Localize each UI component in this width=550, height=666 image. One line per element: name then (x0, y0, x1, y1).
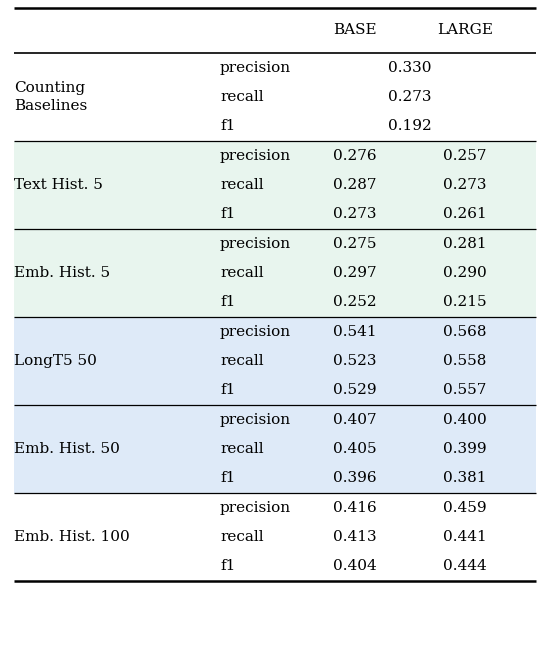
Text: Emb. Hist. 5: Emb. Hist. 5 (14, 266, 110, 280)
Text: 0.273: 0.273 (388, 90, 432, 104)
Bar (14, 229, 536, 317)
Text: 0.557: 0.557 (443, 384, 486, 398)
Text: 0.523: 0.523 (333, 354, 377, 368)
Text: recall: recall (220, 442, 263, 456)
Text: 0.399: 0.399 (443, 442, 487, 456)
Text: 0.257: 0.257 (443, 149, 487, 163)
Text: Emb. Hist. 50: Emb. Hist. 50 (14, 442, 120, 456)
Text: Text Hist. 5: Text Hist. 5 (14, 178, 103, 192)
Text: 0.529: 0.529 (333, 384, 377, 398)
Text: 0.297: 0.297 (333, 266, 377, 280)
Text: 0.405: 0.405 (333, 442, 377, 456)
Text: 0.275: 0.275 (333, 236, 377, 250)
Bar (14, 405, 536, 493)
Text: 0.407: 0.407 (333, 413, 377, 427)
Text: recall: recall (220, 178, 263, 192)
Text: recall: recall (220, 266, 263, 280)
Text: precision: precision (220, 149, 291, 163)
Text: 0.404: 0.404 (333, 559, 377, 573)
Text: 0.192: 0.192 (388, 119, 432, 133)
Text: 0.413: 0.413 (333, 530, 377, 544)
Text: f1: f1 (220, 472, 235, 486)
Text: BASE: BASE (333, 23, 377, 37)
Text: recall: recall (220, 354, 263, 368)
Text: Counting
Baselines: Counting Baselines (14, 81, 87, 113)
Text: 0.281: 0.281 (443, 236, 487, 250)
Text: recall: recall (220, 90, 263, 104)
Text: recall: recall (220, 530, 263, 544)
Text: precision: precision (220, 61, 291, 75)
Text: 0.276: 0.276 (333, 149, 377, 163)
Text: 0.273: 0.273 (333, 207, 377, 221)
Text: f1: f1 (220, 207, 235, 221)
Text: precision: precision (220, 324, 291, 339)
Text: precision: precision (220, 501, 291, 515)
Text: 0.441: 0.441 (443, 530, 487, 544)
Text: precision: precision (220, 413, 291, 427)
Text: Emb. Hist. 100: Emb. Hist. 100 (14, 530, 129, 544)
Bar (14, 317, 536, 405)
Text: f1: f1 (220, 119, 235, 133)
Text: LongT5 50: LongT5 50 (14, 354, 97, 368)
Text: f1: f1 (220, 384, 235, 398)
Bar (14, 141, 536, 229)
Text: 0.290: 0.290 (443, 266, 487, 280)
Text: 0.541: 0.541 (333, 324, 377, 339)
Text: 0.252: 0.252 (333, 295, 377, 309)
Text: 0.400: 0.400 (443, 413, 487, 427)
Text: f1: f1 (220, 559, 235, 573)
Text: 0.396: 0.396 (333, 472, 377, 486)
Text: precision: precision (220, 236, 291, 250)
Text: 0.568: 0.568 (443, 324, 487, 339)
Text: 0.273: 0.273 (443, 178, 487, 192)
Text: 0.261: 0.261 (443, 207, 487, 221)
Text: 0.215: 0.215 (443, 295, 487, 309)
Text: LARGE: LARGE (437, 23, 493, 37)
Text: 0.330: 0.330 (388, 61, 432, 75)
Text: f1: f1 (220, 295, 235, 309)
Text: 0.459: 0.459 (443, 501, 487, 515)
Text: 0.381: 0.381 (443, 472, 487, 486)
Text: 0.444: 0.444 (443, 559, 487, 573)
Text: 0.416: 0.416 (333, 501, 377, 515)
Text: 0.558: 0.558 (443, 354, 486, 368)
Text: 0.287: 0.287 (333, 178, 377, 192)
